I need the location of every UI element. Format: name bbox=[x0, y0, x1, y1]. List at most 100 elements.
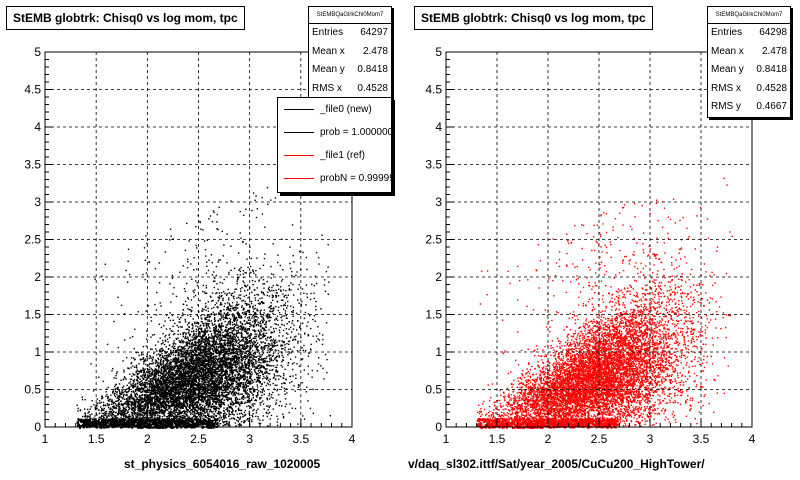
scatter-point bbox=[102, 405, 105, 407]
scatter-point bbox=[256, 208, 258, 210]
scatter-point bbox=[268, 315, 270, 317]
scatter-point bbox=[221, 322, 223, 325]
scatter-point bbox=[277, 418, 279, 420]
scatter-point bbox=[249, 319, 252, 321]
scatter-point bbox=[200, 317, 202, 319]
scatter-point bbox=[224, 292, 226, 295]
scatter-point bbox=[141, 352, 143, 354]
scatter-point bbox=[206, 381, 208, 383]
scatter-point bbox=[143, 363, 145, 365]
scatter-point bbox=[211, 313, 213, 315]
scatter-point bbox=[135, 390, 137, 392]
scatter-point bbox=[125, 403, 127, 405]
scatter-point bbox=[151, 411, 154, 414]
scatter-point bbox=[258, 361, 260, 363]
scatter-point bbox=[174, 350, 177, 352]
scatter-point bbox=[191, 349, 193, 351]
scatter-point bbox=[272, 382, 274, 385]
scatter-point bbox=[177, 396, 179, 398]
scatter-point bbox=[255, 337, 257, 339]
scatter-point bbox=[219, 326, 221, 329]
scatter-point bbox=[168, 395, 170, 397]
scatter-point bbox=[177, 375, 179, 378]
scatter-point bbox=[96, 414, 98, 416]
scatter-point bbox=[169, 355, 172, 357]
scatter-point bbox=[175, 401, 177, 404]
scatter-point bbox=[272, 284, 274, 287]
scatter-point bbox=[289, 262, 291, 265]
scatter-point bbox=[138, 396, 140, 398]
scatter-point bbox=[206, 387, 209, 389]
scatter-point bbox=[178, 380, 180, 382]
scatter-point bbox=[227, 385, 230, 388]
scatter-point bbox=[260, 346, 263, 348]
scatter-point bbox=[327, 266, 329, 268]
scatter-point bbox=[261, 297, 263, 299]
scatter-point bbox=[290, 326, 292, 329]
scatter-point bbox=[209, 401, 211, 403]
scatter-point bbox=[246, 341, 249, 343]
scatter-point bbox=[229, 336, 231, 338]
scatter-point bbox=[217, 368, 219, 371]
scatter-point bbox=[191, 346, 194, 348]
scatter-point bbox=[199, 390, 201, 393]
scatter-point bbox=[223, 413, 225, 415]
scatter-point bbox=[223, 421, 226, 423]
scatter-point bbox=[233, 351, 235, 354]
scatter-point bbox=[235, 344, 237, 346]
scatter-point bbox=[268, 295, 271, 297]
scatter-point bbox=[147, 407, 150, 409]
scatter-point bbox=[120, 403, 122, 405]
scatter-point bbox=[191, 372, 194, 374]
scatter-point bbox=[178, 358, 180, 361]
scatter-point bbox=[149, 362, 151, 365]
scatter-point bbox=[244, 300, 246, 303]
scatter-point bbox=[276, 319, 279, 321]
scatter-point bbox=[175, 337, 177, 340]
scatter-point bbox=[171, 414, 173, 416]
scatter-point bbox=[106, 343, 109, 346]
scatter-point bbox=[230, 361, 232, 363]
scatter-point bbox=[193, 269, 195, 271]
scatter-point bbox=[243, 295, 246, 297]
scatter-point bbox=[137, 389, 139, 392]
scatter-point bbox=[314, 320, 316, 322]
scatter-point bbox=[286, 392, 288, 394]
scatter-point bbox=[294, 390, 296, 392]
scatter-point bbox=[182, 398, 185, 401]
scatter-point bbox=[165, 408, 168, 410]
scatter-point bbox=[118, 389, 120, 392]
scatter-point bbox=[210, 377, 212, 380]
scatter-point bbox=[225, 420, 227, 423]
scatter-point bbox=[205, 284, 207, 287]
scatter-point bbox=[284, 312, 287, 314]
scatter-point bbox=[210, 385, 212, 388]
scatter-point bbox=[275, 366, 277, 368]
scatter-point bbox=[217, 392, 220, 395]
scatter-point bbox=[159, 361, 162, 363]
scatter-point bbox=[232, 292, 234, 295]
scatter-point bbox=[282, 347, 284, 350]
scatter-point bbox=[297, 288, 299, 290]
scatter-point bbox=[213, 405, 215, 407]
scatter-point bbox=[276, 375, 278, 377]
scatter-point bbox=[228, 409, 230, 412]
scatter-point bbox=[244, 377, 247, 379]
scatter-point bbox=[208, 368, 211, 370]
scatter-point bbox=[157, 341, 159, 343]
scatter-point bbox=[151, 368, 153, 371]
scatter-point bbox=[250, 340, 252, 342]
scatter-point bbox=[123, 411, 126, 413]
scatter-point bbox=[130, 357, 133, 359]
scatter-point bbox=[288, 351, 290, 353]
scatter-point bbox=[228, 376, 231, 379]
scatter-point bbox=[322, 338, 324, 341]
scatter-point bbox=[200, 355, 202, 357]
scatter-point bbox=[276, 315, 279, 318]
scatter-point bbox=[179, 378, 181, 380]
scatter-point bbox=[136, 414, 139, 416]
scatter-point bbox=[237, 314, 240, 317]
scatter-point bbox=[291, 311, 293, 313]
scatter-point bbox=[156, 411, 158, 413]
scatter-point bbox=[265, 329, 267, 332]
